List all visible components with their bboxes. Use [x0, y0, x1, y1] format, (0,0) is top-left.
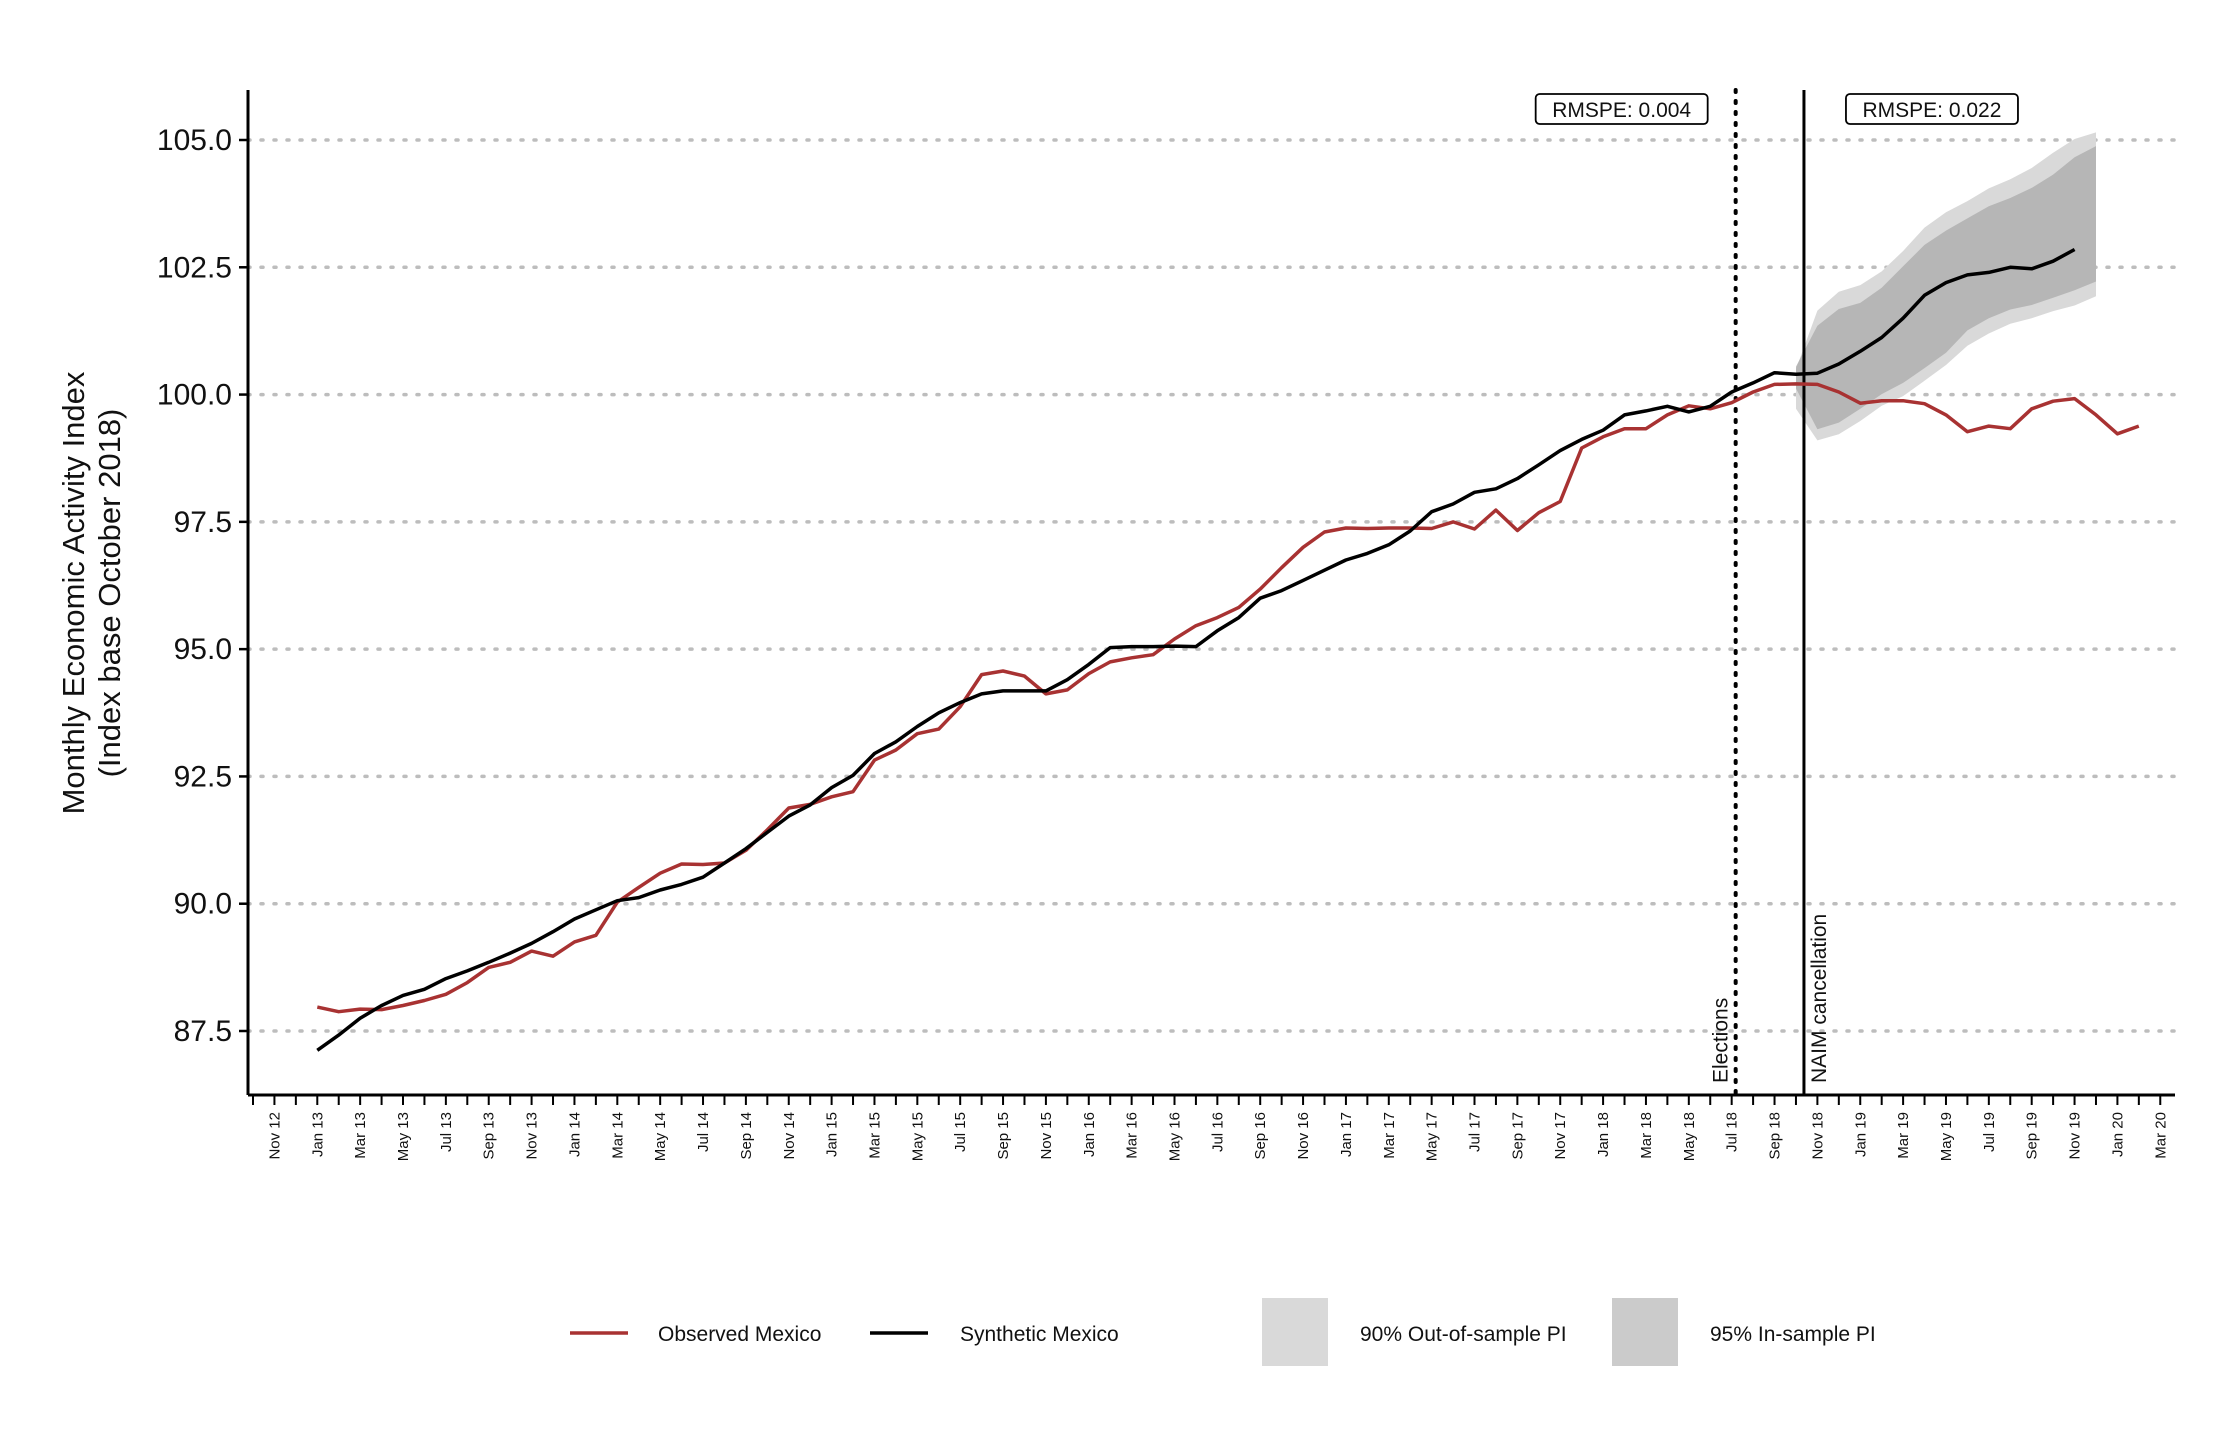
x-tick-label: May 14	[652, 1112, 669, 1161]
legend-95-swatch	[1612, 1298, 1678, 1366]
x-tick-label: Jul 18	[1724, 1112, 1741, 1152]
band-95-in-sample	[1796, 146, 2096, 430]
x-tick-label: Mar 18	[1638, 1112, 1655, 1159]
legend-synthetic-label: Synthetic Mexico	[960, 1323, 1119, 1346]
axes	[246, 90, 2175, 1097]
legend: Observed Mexico Synthetic Mexico 90% Out-o…	[570, 1298, 1876, 1366]
legend-90-label: 90% Out-of-sample PI	[1360, 1323, 1567, 1346]
x-tick-label: Sep 13	[481, 1112, 498, 1160]
x-tick-label: May 13	[395, 1112, 412, 1161]
x-tick-label: Mar 16	[1124, 1112, 1141, 1159]
x-tick-label: Jul 14	[695, 1112, 712, 1152]
x-tick-label: Sep 17	[1509, 1112, 1526, 1160]
x-tick-label: Jan 19	[1852, 1112, 1869, 1157]
x-tick-label: Jan 13	[309, 1112, 326, 1157]
naim-cancellation-label: NAIM cancellation	[1808, 914, 1831, 1083]
x-tick-label: Nov 19	[2067, 1112, 2084, 1160]
event-lines: Elections NAIM cancellation	[1710, 88, 1831, 1097]
x-tick-label: Jan 16	[1081, 1112, 1098, 1157]
rmspe-label: RMSPE: 0.022	[1863, 99, 2002, 122]
x-tick-label: Mar 13	[352, 1112, 369, 1159]
x-axis-ticks: Nov 12 Jan 13 Mar 13 May 13 Jul 13 Sep 13 Nov …	[252, 1095, 2169, 1161]
rmspe-label: RMSPE: 0.004	[1552, 99, 1691, 122]
x-tick-label: Mar 15	[866, 1112, 883, 1159]
elections-label: Elections	[1710, 998, 1733, 1083]
rmspe-pre-box: RMSPE: 0.004	[1534, 93, 1709, 125]
y-tick-label: 100.0	[157, 379, 232, 412]
x-tick-label: Jul 16	[1209, 1112, 1226, 1152]
x-tick-label: May 16	[1166, 1112, 1183, 1161]
x-tick-label: Mar 20	[2152, 1112, 2169, 1159]
x-tick-label: Jul 15	[952, 1112, 969, 1152]
legend-95-label: 95% In-sample PI	[1710, 1323, 1876, 1346]
y-tick-label: 95.0	[174, 633, 232, 666]
synthetic-mexico-line	[316, 247, 2076, 1052]
x-tick-label: Sep 16	[1252, 1112, 1269, 1160]
legend-90-swatch	[1262, 1298, 1328, 1366]
legend-observed-label: Observed Mexico	[658, 1323, 821, 1346]
y-tick-label: 105.0	[157, 124, 232, 157]
x-tick-label: Mar 19	[1895, 1112, 1912, 1159]
observed-mexico-line	[316, 382, 2140, 1014]
annotations: RMSPE: 0.004 RMSPE: 0.022	[1534, 93, 2019, 125]
y-axis-title: Monthly Economic Activity Index (Index b…	[56, 371, 127, 814]
y-axis-ticks: 87.5 90.0 92.5 95.0 97.5 100.0 102.5 105.0	[157, 124, 248, 1048]
x-tick-label: Sep 19	[2024, 1112, 2041, 1160]
x-tick-label: Jul 13	[438, 1112, 455, 1152]
y-tick-label: 92.5	[174, 760, 232, 793]
rmspe-box-frame	[1534, 93, 1709, 125]
y-tick-label: 102.5	[157, 251, 232, 284]
x-tick-label: May 17	[1424, 1112, 1441, 1161]
x-tick-label: Sep 15	[995, 1112, 1012, 1160]
prediction-interval-bands	[1796, 132, 2096, 441]
x-tick-label: Nov 16	[1295, 1112, 1312, 1160]
x-tick-label: May 18	[1681, 1112, 1698, 1161]
series-lines	[316, 247, 2140, 1052]
y-tick-label: 90.0	[174, 888, 232, 921]
x-tick-label: May 15	[909, 1112, 926, 1161]
rmspe-post-box: RMSPE: 0.022	[1845, 93, 2019, 125]
x-tick-label: Mar 14	[609, 1112, 626, 1159]
x-tick-label: Nov 15	[1038, 1112, 1055, 1160]
x-tick-label: Jan 20	[2109, 1112, 2126, 1157]
x-tick-label: May 19	[1938, 1112, 1955, 1161]
x-tick-label: Nov 14	[781, 1112, 798, 1160]
x-tick-label: Jan 15	[824, 1112, 841, 1157]
x-tick-label: Jul 17	[1467, 1112, 1484, 1152]
x-tick-label: Mar 17	[1381, 1112, 1398, 1159]
y-axis-label-line2: (Index base October 2018)	[92, 409, 127, 778]
y-tick-label: 87.5	[174, 1015, 232, 1048]
x-tick-label: Nov 13	[524, 1112, 541, 1160]
rmspe-box-frame	[1845, 93, 2019, 125]
x-tick-label: Jan 17	[1338, 1112, 1355, 1157]
x-tick-label: Nov 12	[266, 1112, 283, 1160]
x-tick-label: Jan 14	[566, 1112, 583, 1157]
y-tick-label: 97.5	[174, 506, 232, 539]
x-tick-label: Nov 18	[1809, 1112, 1826, 1160]
grid-lines	[246, 138, 2177, 1033]
x-tick-label: Jul 19	[1981, 1112, 1998, 1152]
y-axis-label-line1: Monthly Economic Activity Index	[56, 371, 91, 814]
x-tick-label: Sep 18	[1767, 1112, 1784, 1160]
x-tick-label: Sep 14	[738, 1112, 755, 1160]
x-tick-label: Jan 18	[1595, 1112, 1612, 1157]
x-tick-label: Nov 17	[1552, 1112, 1569, 1160]
